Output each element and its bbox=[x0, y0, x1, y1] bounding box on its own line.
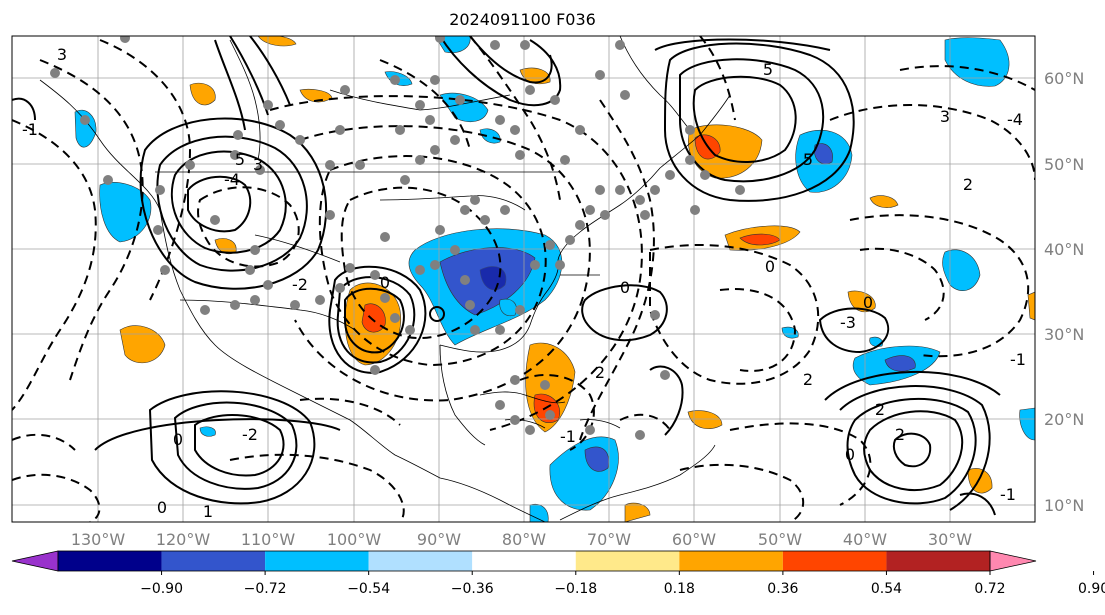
lon-label-40w: 40°W bbox=[843, 530, 887, 549]
lon-label-110w: 110°W bbox=[241, 530, 296, 549]
contour-label: 3 bbox=[940, 107, 950, 126]
contour-label: 0 bbox=[765, 257, 775, 276]
colorbar-box bbox=[161, 551, 266, 571]
contour-label: 1 bbox=[203, 502, 213, 521]
colorbar-box bbox=[265, 551, 369, 571]
colorbar-outline bbox=[57, 550, 991, 572]
contour-label: 0 bbox=[157, 498, 167, 517]
contour-label: 5 bbox=[803, 150, 813, 169]
contour-label: 3 bbox=[253, 155, 263, 174]
contour-label: 2 bbox=[875, 400, 885, 419]
lat-label-10n: 10°N bbox=[1044, 496, 1084, 515]
colorbar-tick-label: 0.18 bbox=[664, 581, 695, 597]
colorbar-box bbox=[782, 551, 887, 571]
contour-label: -1 bbox=[1000, 485, 1016, 504]
contour-label: 2 bbox=[963, 175, 973, 194]
colorbar-box bbox=[679, 551, 783, 571]
contour-label: 3 bbox=[57, 45, 67, 64]
colorbar-tick-label: −0.72 bbox=[244, 581, 287, 597]
contour-label: -1 bbox=[1010, 350, 1026, 369]
lon-label-70w: 70°W bbox=[587, 530, 631, 549]
contour-label: 2 bbox=[803, 370, 813, 389]
contour-label: -4 bbox=[224, 170, 240, 189]
colorbar-extend-low bbox=[11, 550, 59, 572]
colorbar-extend-high bbox=[989, 550, 1037, 572]
contour-label: 2 bbox=[895, 425, 905, 444]
lon-label-60w: 60°W bbox=[672, 530, 716, 549]
lat-label-20n: 20°N bbox=[1044, 410, 1084, 429]
colorbar-tick-label: −0.54 bbox=[347, 581, 390, 597]
map-frame bbox=[11, 35, 1036, 523]
colorbar-tick-label: 0.36 bbox=[767, 581, 798, 597]
negative-anomaly-shading bbox=[74, 36, 1035, 522]
contour-label: 0 bbox=[620, 278, 630, 297]
contour-label: 5 bbox=[235, 150, 245, 169]
colorbar-tick-label: 0.54 bbox=[871, 581, 902, 597]
contour-label: -3 bbox=[840, 313, 856, 332]
colorbar-box bbox=[368, 551, 473, 571]
colorbar-box bbox=[58, 551, 162, 571]
contour-label: -2 bbox=[242, 425, 258, 444]
lon-label-90w: 90°W bbox=[417, 530, 461, 549]
lon-label-120w: 120°W bbox=[156, 530, 211, 549]
colorbar-tick-label: −0.36 bbox=[451, 581, 494, 597]
lat-label-50n: 50°N bbox=[1044, 155, 1084, 174]
colorbar-tick-label: −0.18 bbox=[554, 581, 597, 597]
contour-label: -1 bbox=[560, 427, 576, 446]
colorbar: −0.90 −0.72 −0.54 −0.36 −0.18 0.18 0.36 0.54 0.7… bbox=[11, 550, 1105, 597]
colorbar-tick-label: 0.72 bbox=[974, 581, 1005, 597]
colorbar-box bbox=[886, 551, 990, 571]
contour-label: -1 bbox=[22, 120, 38, 139]
lon-label-100w: 100°W bbox=[327, 530, 382, 549]
contour-label: -4 bbox=[1007, 110, 1023, 129]
lat-label-60n: 60°N bbox=[1044, 69, 1084, 88]
contour-label: 5 bbox=[763, 60, 773, 79]
colorbar-box bbox=[472, 551, 576, 571]
coastlines bbox=[39, 36, 731, 522]
lon-label-130w: 130°W bbox=[71, 530, 126, 549]
map-title: 2024091100 F036 bbox=[449, 10, 596, 29]
lon-label-80w: 80°W bbox=[502, 530, 546, 549]
contour-label: -2 bbox=[292, 275, 308, 294]
contour-label: 0 bbox=[173, 430, 183, 449]
lon-label-30w: 30°W bbox=[928, 530, 972, 549]
contour-label: 0 bbox=[863, 293, 873, 312]
contour-label: 2 bbox=[595, 363, 605, 382]
colorbar-box bbox=[575, 551, 680, 571]
contour-label: 0 bbox=[380, 273, 390, 292]
colorbar-tick-label: −0.90 bbox=[140, 581, 183, 597]
longitude-labels: 130°W 120°W 110°W 100°W 90°W 80°W 70°W 6… bbox=[71, 530, 972, 549]
lon-label-50w: 50°W bbox=[758, 530, 802, 549]
contour-label: 0 bbox=[845, 445, 855, 464]
dashed-contours bbox=[12, 36, 1035, 522]
latitude-labels: 60°N 50°N 40°N 30°N 20°N 10°N bbox=[1044, 69, 1084, 515]
observation-points bbox=[50, 36, 745, 440]
lat-label-30n: 30°N bbox=[1044, 325, 1084, 344]
lat-label-40n: 40°N bbox=[1044, 240, 1084, 259]
colorbar-tick-label: 0.90 bbox=[1078, 581, 1105, 597]
contour-labels: 3 5 5 3 -4 0 -2 0 5 0 -1 0 -2 2 3 -4 2 0… bbox=[22, 45, 1026, 521]
solid-contours bbox=[12, 36, 1001, 516]
